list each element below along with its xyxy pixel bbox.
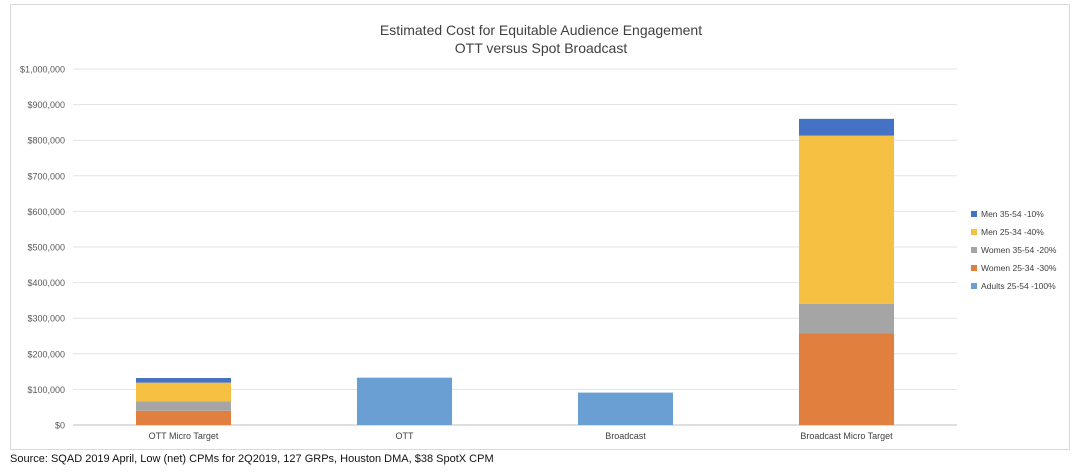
y-tick-label: $800,000 [27, 136, 65, 146]
legend-swatch [971, 229, 977, 235]
bar-segment [799, 334, 894, 425]
legend-entry: Men 25-34 -40% [981, 227, 1044, 237]
legend-entry: Adults 25-54 -100% [981, 281, 1056, 291]
bar-segment [136, 383, 231, 402]
y-tick-label: $1,000,000 [20, 65, 65, 75]
stacked-bar-chart: $0 $100,000 $200,000 $300,000 $400,000 $500,0… [11, 5, 1069, 449]
bar-segment [136, 411, 231, 425]
y-tick-label: $300,000 [27, 314, 65, 324]
legend-entry: Women 25-34 -30% [981, 263, 1057, 273]
y-tick-label: $700,000 [27, 171, 65, 181]
chart-frame: Estimated Cost for Equitable Audience En… [10, 4, 1070, 450]
y-tick-label: $600,000 [27, 207, 65, 217]
y-tick-label: $0 [55, 421, 65, 431]
x-tick-label: Broadcast [605, 431, 646, 441]
legend-entry: Men 35-54 -10% [981, 209, 1044, 219]
bar-segment [136, 378, 231, 383]
legend-entry: Women 35-54 -20% [981, 245, 1057, 255]
bar-segment [578, 393, 673, 425]
y-tick-label: $900,000 [27, 100, 65, 110]
legend-swatch [971, 265, 977, 271]
y-axis: $0 $100,000 $200,000 $300,000 $400,000 $500,0… [20, 65, 65, 431]
y-tick-label: $200,000 [27, 349, 65, 359]
x-axis: OTT Micro Target OTT Broadcast Broadcast Mi… [149, 431, 894, 441]
bar-segment [799, 119, 894, 136]
source-note: Source: SQAD 2019 April, Low (net) CPMs … [10, 453, 494, 465]
x-tick-label: OTT Micro Target [149, 431, 219, 441]
bar-segment [799, 136, 894, 304]
legend-swatch [971, 211, 977, 217]
legend-swatch [971, 283, 977, 289]
x-tick-label: OTT [396, 431, 414, 441]
bar-segment [357, 378, 452, 425]
y-tick-label: $500,000 [27, 243, 65, 253]
y-tick-label: $400,000 [27, 278, 65, 288]
y-tick-label: $100,000 [27, 385, 65, 395]
legend-swatch [971, 247, 977, 253]
bar-segment [136, 402, 231, 411]
bars [136, 119, 894, 425]
legend: Men 35-54 -10% Men 25-34 -40% Women 35-54 … [971, 209, 1057, 291]
x-tick-label: Broadcast Micro Target [800, 431, 893, 441]
bar-segment [799, 304, 894, 334]
